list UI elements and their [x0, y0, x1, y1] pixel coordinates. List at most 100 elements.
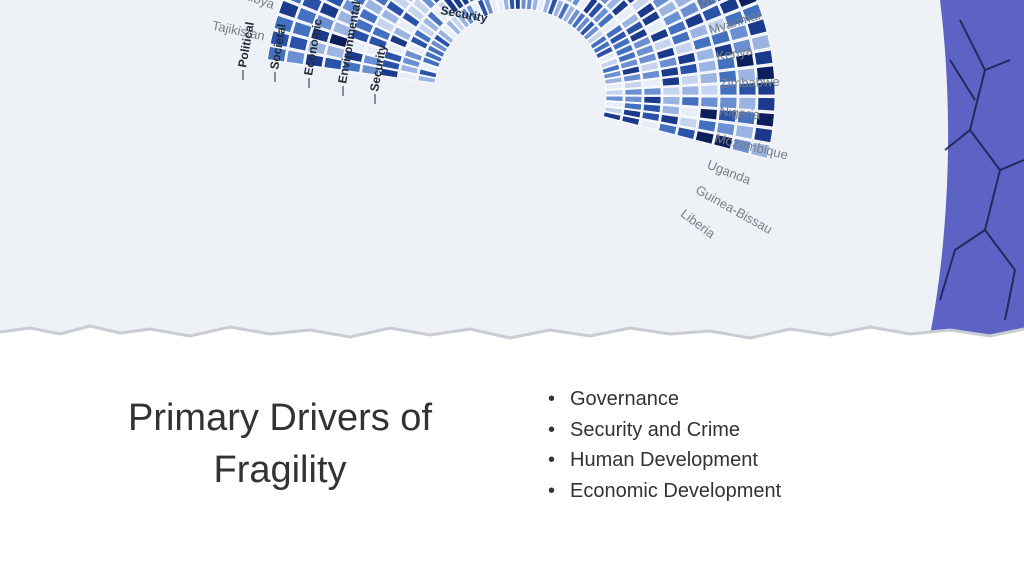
heatmap-cell — [483, 0, 495, 16]
heatmap-cell — [624, 20, 645, 36]
heatmap-cell — [342, 60, 362, 73]
heatmap-cell — [651, 0, 671, 9]
heatmap-cell — [597, 51, 617, 64]
heatmap-cell — [601, 63, 621, 75]
heatmap-cell — [737, 67, 756, 82]
radial-heatmap: TajikistanLibyaCambodiaMalawiSolomon Isl… — [211, 0, 1024, 345]
heatmap-cell — [468, 0, 477, 3]
heatmap-cell — [344, 49, 364, 63]
country-label: Kenya — [715, 43, 755, 64]
heatmap-cell — [641, 111, 661, 122]
heatmap-cell — [643, 87, 662, 96]
heatmap-cell — [389, 34, 409, 49]
heatmap-cell — [757, 81, 776, 96]
country-label: Zimbabwe — [719, 74, 779, 91]
heatmap-cell — [476, 0, 490, 18]
hero-figure: TajikistanLibyaCambodiaMalawiSolomon Isl… — [0, 0, 1024, 345]
slide-title: Primary Drivers of Fragility — [70, 392, 490, 496]
heatmap-cell — [697, 59, 717, 73]
heatmap-cell — [697, 119, 717, 133]
heatmap-cell — [413, 28, 433, 44]
heatmap-cell — [755, 112, 775, 128]
heatmap-cell — [490, 0, 500, 14]
bullet-item: Security and Crime — [548, 415, 781, 446]
heatmap-cell — [599, 0, 610, 6]
heatmap-cell — [755, 65, 775, 81]
heatmap-cell — [641, 69, 661, 80]
heatmap-cell — [406, 42, 426, 56]
heatmap-cell — [445, 19, 462, 36]
heatmap-cell — [623, 102, 643, 111]
heatmap-cell — [604, 76, 623, 85]
heatmap-cell — [592, 40, 611, 55]
heatmap-cell — [737, 0, 758, 9]
heatmap-cell — [407, 0, 414, 3]
heatmap-cell — [386, 42, 406, 56]
heatmap-cell — [620, 12, 640, 30]
heatmap-cell — [680, 74, 700, 86]
heatmap-cell — [746, 18, 768, 37]
heatmap-cell — [426, 44, 446, 58]
heatmap-cell — [310, 26, 331, 44]
heatmap-cell — [561, 4, 576, 24]
heatmap-cell — [673, 0, 694, 9]
heatmap-cell — [385, 0, 406, 18]
heatmap-cell — [412, 0, 431, 16]
heatmap-cell — [291, 20, 313, 39]
heatmap-cell — [728, 24, 750, 42]
country-label: Uganda — [705, 157, 754, 188]
heatmap-cell — [361, 64, 381, 76]
heatmap-cell — [429, 38, 449, 54]
heatmap-cell — [465, 4, 480, 23]
heatmap-cell — [420, 0, 436, 10]
heatmap-cell — [365, 44, 385, 59]
country-label: Libya — [242, 0, 277, 12]
heatmap-cell — [710, 29, 731, 46]
heatmap-cell — [318, 1, 340, 20]
heatmap-cell — [552, 0, 565, 18]
heatmap-cell — [622, 108, 642, 119]
heatmap-cell — [750, 141, 771, 159]
heatmap-cell — [406, 4, 426, 22]
heatmap-cell — [621, 65, 641, 76]
heatmap-cell — [670, 30, 691, 46]
heatmap-cell — [659, 113, 679, 126]
heatmap-cell — [442, 0, 460, 14]
heatmap-cell — [371, 25, 392, 42]
heatmap-cell — [681, 96, 700, 107]
heatmap-cell — [678, 116, 698, 130]
heatmap-cell — [757, 97, 776, 112]
crack-lines — [939, 19, 1024, 321]
heatmap-cell — [626, 0, 636, 5]
heatmap-cell — [358, 7, 379, 25]
heatmap-cell — [605, 23, 624, 40]
heatmap-cell — [715, 121, 736, 137]
heatmap-cell — [612, 36, 631, 51]
heatmap-cell — [604, 82, 624, 91]
heatmap-cell — [440, 23, 459, 40]
heatmap-cell — [684, 12, 705, 30]
heatmap-cell — [304, 53, 325, 68]
heatmap-cell — [437, 0, 454, 19]
heatmap-cell — [622, 72, 642, 83]
heatmap-cell — [379, 67, 399, 79]
heatmap-cell — [433, 33, 452, 49]
heatmap-cell — [723, 10, 745, 28]
heatmap-cell — [731, 137, 752, 155]
heatmap-cell — [635, 44, 655, 58]
heatmap-cell — [288, 35, 309, 52]
heatmap-cell — [732, 38, 753, 55]
heatmap-cell — [632, 35, 652, 50]
bullet-item: Governance — [548, 384, 781, 415]
heatmap-cell — [660, 66, 680, 78]
heatmap-cell — [502, 0, 510, 11]
heatmap-cell — [350, 28, 371, 44]
heatmap-cell — [424, 50, 443, 63]
heatmap-cell — [734, 124, 755, 140]
heatmap-cell — [604, 100, 624, 109]
heatmap-cell — [641, 10, 661, 27]
heatmap-cell — [418, 68, 438, 79]
heatmap-cell — [566, 8, 582, 27]
heatmap-cell — [403, 49, 424, 62]
heatmap-cell — [314, 13, 335, 32]
